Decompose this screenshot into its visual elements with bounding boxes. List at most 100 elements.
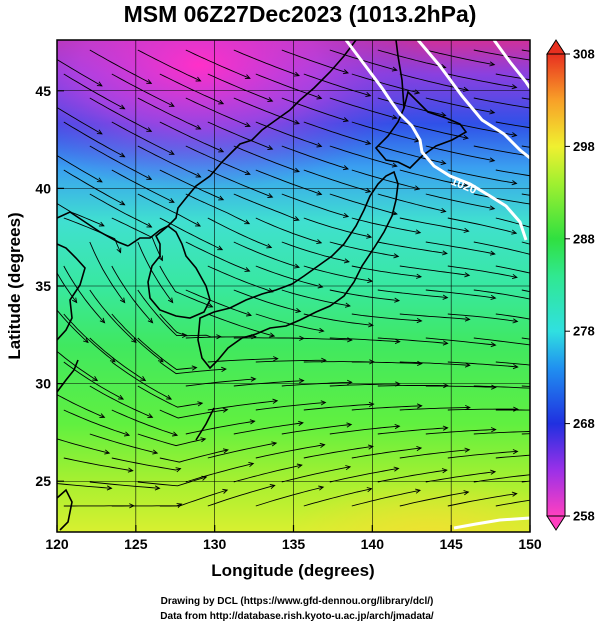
streamline xyxy=(495,454,530,459)
streamline xyxy=(399,169,468,187)
coastline-sakhalin xyxy=(395,40,405,109)
streamline-arrowhead xyxy=(296,463,303,469)
streamline-arrowhead xyxy=(168,150,175,155)
streamline-arrowhead xyxy=(464,316,471,322)
streamline xyxy=(399,361,470,366)
streamline xyxy=(159,449,228,463)
streamline-arrowhead xyxy=(416,403,423,409)
streamline-arrowhead xyxy=(269,332,276,338)
streamline xyxy=(495,73,530,81)
streamline xyxy=(303,217,372,238)
streamline-arrowhead xyxy=(200,437,207,443)
streamline xyxy=(377,427,448,435)
streamline-arrowhead xyxy=(538,155,543,159)
streamline-arrowhead xyxy=(346,422,353,428)
streamline xyxy=(473,289,530,300)
streamline-arrowhead xyxy=(417,360,423,367)
colorbar-tick-label: 278 xyxy=(573,324,595,339)
streamline xyxy=(255,359,326,363)
streamline xyxy=(63,121,125,158)
streamline-arrowhead xyxy=(195,172,202,178)
streamline-arrowhead xyxy=(512,318,519,324)
streamline xyxy=(447,169,517,184)
streamline-arrowhead xyxy=(462,86,469,92)
streamline xyxy=(377,289,448,299)
streamline xyxy=(255,313,324,332)
streamline xyxy=(447,73,517,88)
streamline-arrowhead xyxy=(218,195,225,201)
streamline-arrowhead xyxy=(146,175,153,180)
streamline-arrowhead xyxy=(181,332,188,338)
streamline xyxy=(473,97,530,109)
streamline-arrowhead xyxy=(293,216,300,221)
coastline-korea-russia xyxy=(127,40,357,247)
coastline-ryukyu xyxy=(195,407,215,441)
streamline-arrowhead xyxy=(391,114,398,120)
streamline-arrowhead xyxy=(489,157,496,163)
streamline xyxy=(233,380,304,387)
streamline-arrowhead xyxy=(511,84,518,90)
streamline xyxy=(89,145,152,180)
streamline xyxy=(425,145,495,162)
credit-data: Data from http://database.rish.kyoto-u.a… xyxy=(160,611,434,622)
streamline xyxy=(207,73,273,102)
streamline-arrowhead xyxy=(222,407,229,413)
streamline-arrowhead xyxy=(246,311,252,317)
streamline-arrowhead xyxy=(244,74,251,80)
streamline-arrowhead xyxy=(441,468,448,474)
streamline xyxy=(281,337,352,341)
streamline xyxy=(207,442,277,459)
streamline xyxy=(447,450,518,459)
streamline xyxy=(255,169,322,195)
streamline xyxy=(281,289,350,307)
streamlines xyxy=(57,49,592,509)
streamline xyxy=(207,265,273,293)
streamline-arrowhead xyxy=(197,401,204,407)
streamline xyxy=(377,49,446,68)
streamline-arrowhead xyxy=(393,466,400,472)
streamline xyxy=(137,145,201,178)
streamline xyxy=(495,121,530,129)
streamline xyxy=(351,405,422,411)
streamline xyxy=(89,337,146,381)
streamline xyxy=(281,145,349,170)
streamline xyxy=(57,483,112,489)
colorbar-tick-label: 268 xyxy=(573,416,595,431)
streamline-arrowhead xyxy=(587,431,592,435)
streamline xyxy=(399,449,470,459)
streamline-arrowhead xyxy=(463,490,470,496)
streamline-arrowhead xyxy=(146,222,153,228)
streamline-arrowhead xyxy=(367,278,374,284)
colorbar-bottom-arrow xyxy=(546,515,566,531)
streamline xyxy=(137,385,203,408)
streamline-arrowhead xyxy=(489,109,496,115)
streamline-arrowhead xyxy=(394,423,401,430)
streamline-arrowhead xyxy=(244,267,251,272)
streamline-arrowhead xyxy=(195,221,202,227)
streamline-arrowhead xyxy=(491,384,497,390)
streamline xyxy=(111,217,163,261)
streamline xyxy=(399,217,469,232)
streamline xyxy=(281,49,349,74)
streamline xyxy=(329,97,397,119)
streamline-arrowhead xyxy=(195,76,202,82)
streamline xyxy=(377,337,448,344)
streamline xyxy=(447,265,517,278)
streamline-arrowhead xyxy=(511,229,518,235)
streamline xyxy=(425,49,495,66)
streamline xyxy=(137,337,197,370)
streamline-arrowhead xyxy=(414,89,421,95)
streamline xyxy=(111,73,175,107)
streamline-arrowhead xyxy=(367,444,374,450)
streamline-arrowhead xyxy=(416,318,423,324)
streamline xyxy=(255,217,322,244)
streamline xyxy=(111,169,175,203)
coastlines xyxy=(57,40,468,531)
streamline xyxy=(63,457,133,472)
streamline xyxy=(303,445,373,459)
streamline-arrowhead xyxy=(440,111,447,118)
streamline-arrowhead xyxy=(175,467,182,473)
streamline xyxy=(425,385,496,388)
coastline-hokkaido xyxy=(374,90,468,169)
streamline xyxy=(137,289,187,337)
